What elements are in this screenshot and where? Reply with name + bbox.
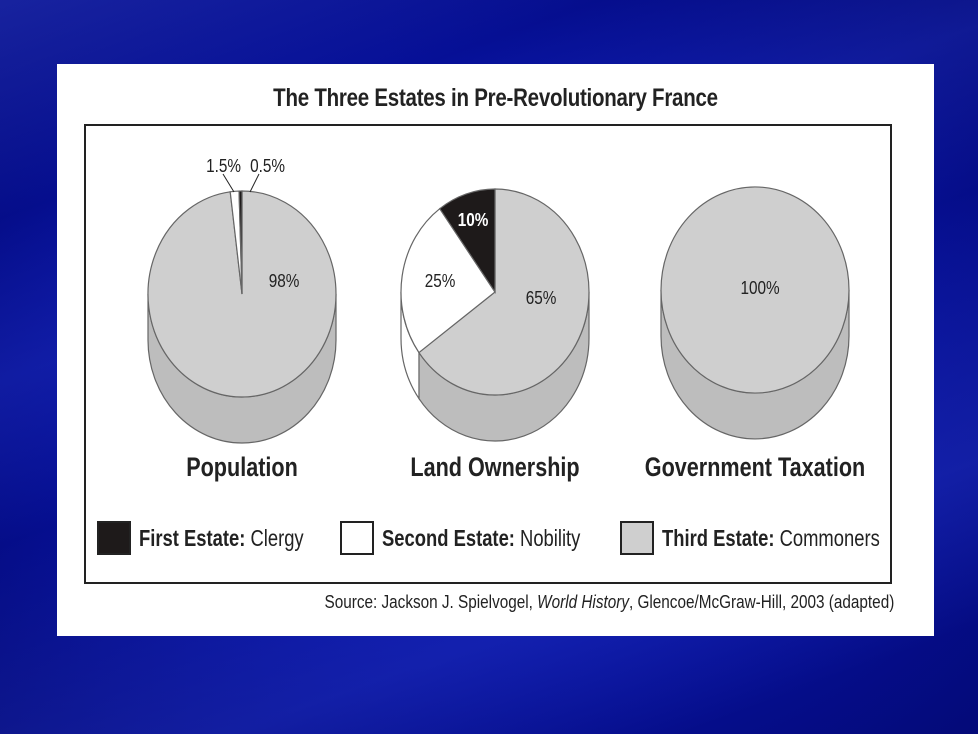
leader-line: [249, 173, 260, 193]
legend-item-third-estate: Third Estate: Commoners: [620, 521, 934, 555]
legend-text: Nobility: [514, 524, 581, 551]
pie-slice-land-ownership-second: [400, 207, 496, 354]
legend-bold: Second Estate:: [382, 524, 515, 551]
legend-bold: Third Estate:: [662, 524, 775, 551]
data-label-land-third: 65%: [525, 288, 557, 308]
legend-bold: First Estate:: [139, 524, 246, 551]
pie-slice-population-first: [238, 190, 243, 295]
pie-title-population: Population: [186, 452, 298, 482]
data-label-land-second: 25%: [424, 271, 456, 291]
data-label-land-first: 10%: [457, 210, 489, 230]
pie-charts: [147, 173, 850, 444]
leader-line: [222, 173, 235, 193]
pie-slice-land-ownership-third: [418, 188, 590, 396]
pie-title-government-taxation: Government Taxation: [644, 452, 866, 482]
legend-item-first-estate: First Estate: Clergy: [97, 521, 345, 555]
chart-panel: The Three Estates in Pre-Revolutionary F…: [57, 64, 934, 636]
source-title: World History: [536, 592, 629, 612]
pie-title-land-ownership: Land Ownership: [410, 452, 580, 482]
pie-slice-land-ownership-first: [438, 188, 496, 294]
legend-text: Clergy: [245, 524, 304, 551]
pie-slice-government-taxation-third: [660, 186, 850, 394]
data-label-population-third: 98%: [268, 271, 300, 291]
chart-frame: [84, 124, 892, 584]
legend-item-second-estate: Second Estate: Nobility: [340, 521, 630, 555]
source-prefix: Source: Jackson J. Spielvogel,: [324, 592, 537, 612]
legend-swatch-second: [340, 521, 374, 555]
data-label-taxation-third: 100%: [740, 278, 780, 298]
data-label-population-first: 0.5%: [250, 156, 285, 176]
chart-title: The Three Estates in Pre-Revolutionary F…: [273, 84, 718, 112]
data-label-population-second: 1.5%: [206, 156, 241, 176]
legend-swatch-third: [620, 521, 654, 555]
legend-text: Commoners: [774, 524, 880, 551]
source-citation: Source: Jackson J. Spielvogel, World His…: [324, 592, 894, 613]
source-suffix: , Glencoe/McGraw-Hill, 2003 (adapted): [628, 592, 894, 612]
legend-swatch-first: [97, 521, 131, 555]
